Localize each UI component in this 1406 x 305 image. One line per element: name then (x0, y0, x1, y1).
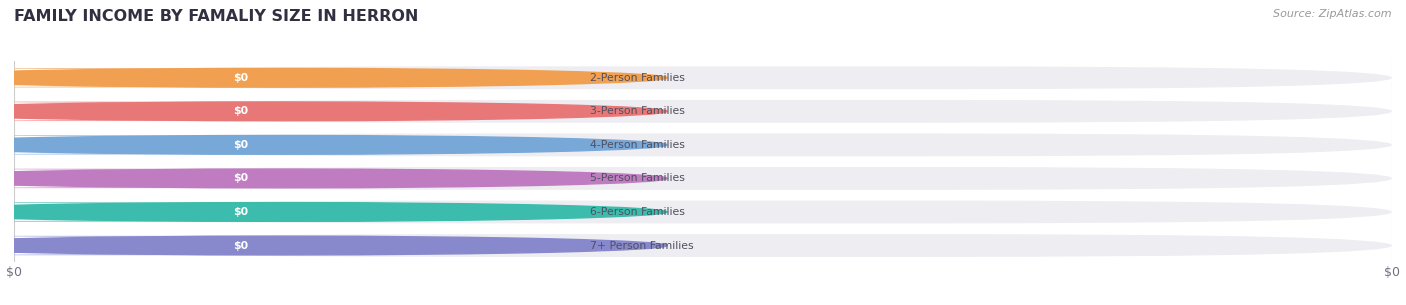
FancyBboxPatch shape (0, 135, 413, 155)
Text: 3-Person Families: 3-Person Families (591, 106, 685, 116)
Text: $0: $0 (233, 73, 249, 83)
FancyBboxPatch shape (0, 169, 413, 188)
Text: $0: $0 (233, 140, 249, 150)
Circle shape (0, 169, 666, 188)
Text: 4-Person Families: 4-Person Families (591, 140, 685, 150)
FancyBboxPatch shape (0, 68, 413, 88)
Text: 6-Person Families: 6-Person Families (591, 207, 685, 217)
FancyBboxPatch shape (0, 202, 413, 222)
Circle shape (0, 135, 666, 154)
Circle shape (0, 102, 666, 121)
Circle shape (0, 236, 666, 255)
Text: $0: $0 (233, 174, 249, 183)
FancyBboxPatch shape (0, 102, 413, 121)
Text: 5-Person Families: 5-Person Families (591, 174, 685, 183)
FancyBboxPatch shape (14, 167, 1392, 190)
Text: $0: $0 (233, 207, 249, 217)
Circle shape (0, 203, 666, 221)
Text: $0: $0 (233, 106, 249, 116)
Text: FAMILY INCOME BY FAMALIY SIZE IN HERRON: FAMILY INCOME BY FAMALIY SIZE IN HERRON (14, 9, 419, 24)
FancyBboxPatch shape (0, 236, 413, 255)
Text: Source: ZipAtlas.com: Source: ZipAtlas.com (1274, 9, 1392, 19)
Circle shape (0, 68, 666, 87)
FancyBboxPatch shape (14, 234, 1392, 257)
FancyBboxPatch shape (14, 100, 1392, 123)
FancyBboxPatch shape (14, 201, 1392, 223)
Text: 7+ Person Families: 7+ Person Families (591, 241, 695, 250)
FancyBboxPatch shape (14, 134, 1392, 156)
Text: 2-Person Families: 2-Person Families (591, 73, 685, 83)
Text: $0: $0 (233, 241, 249, 250)
FancyBboxPatch shape (14, 66, 1392, 89)
